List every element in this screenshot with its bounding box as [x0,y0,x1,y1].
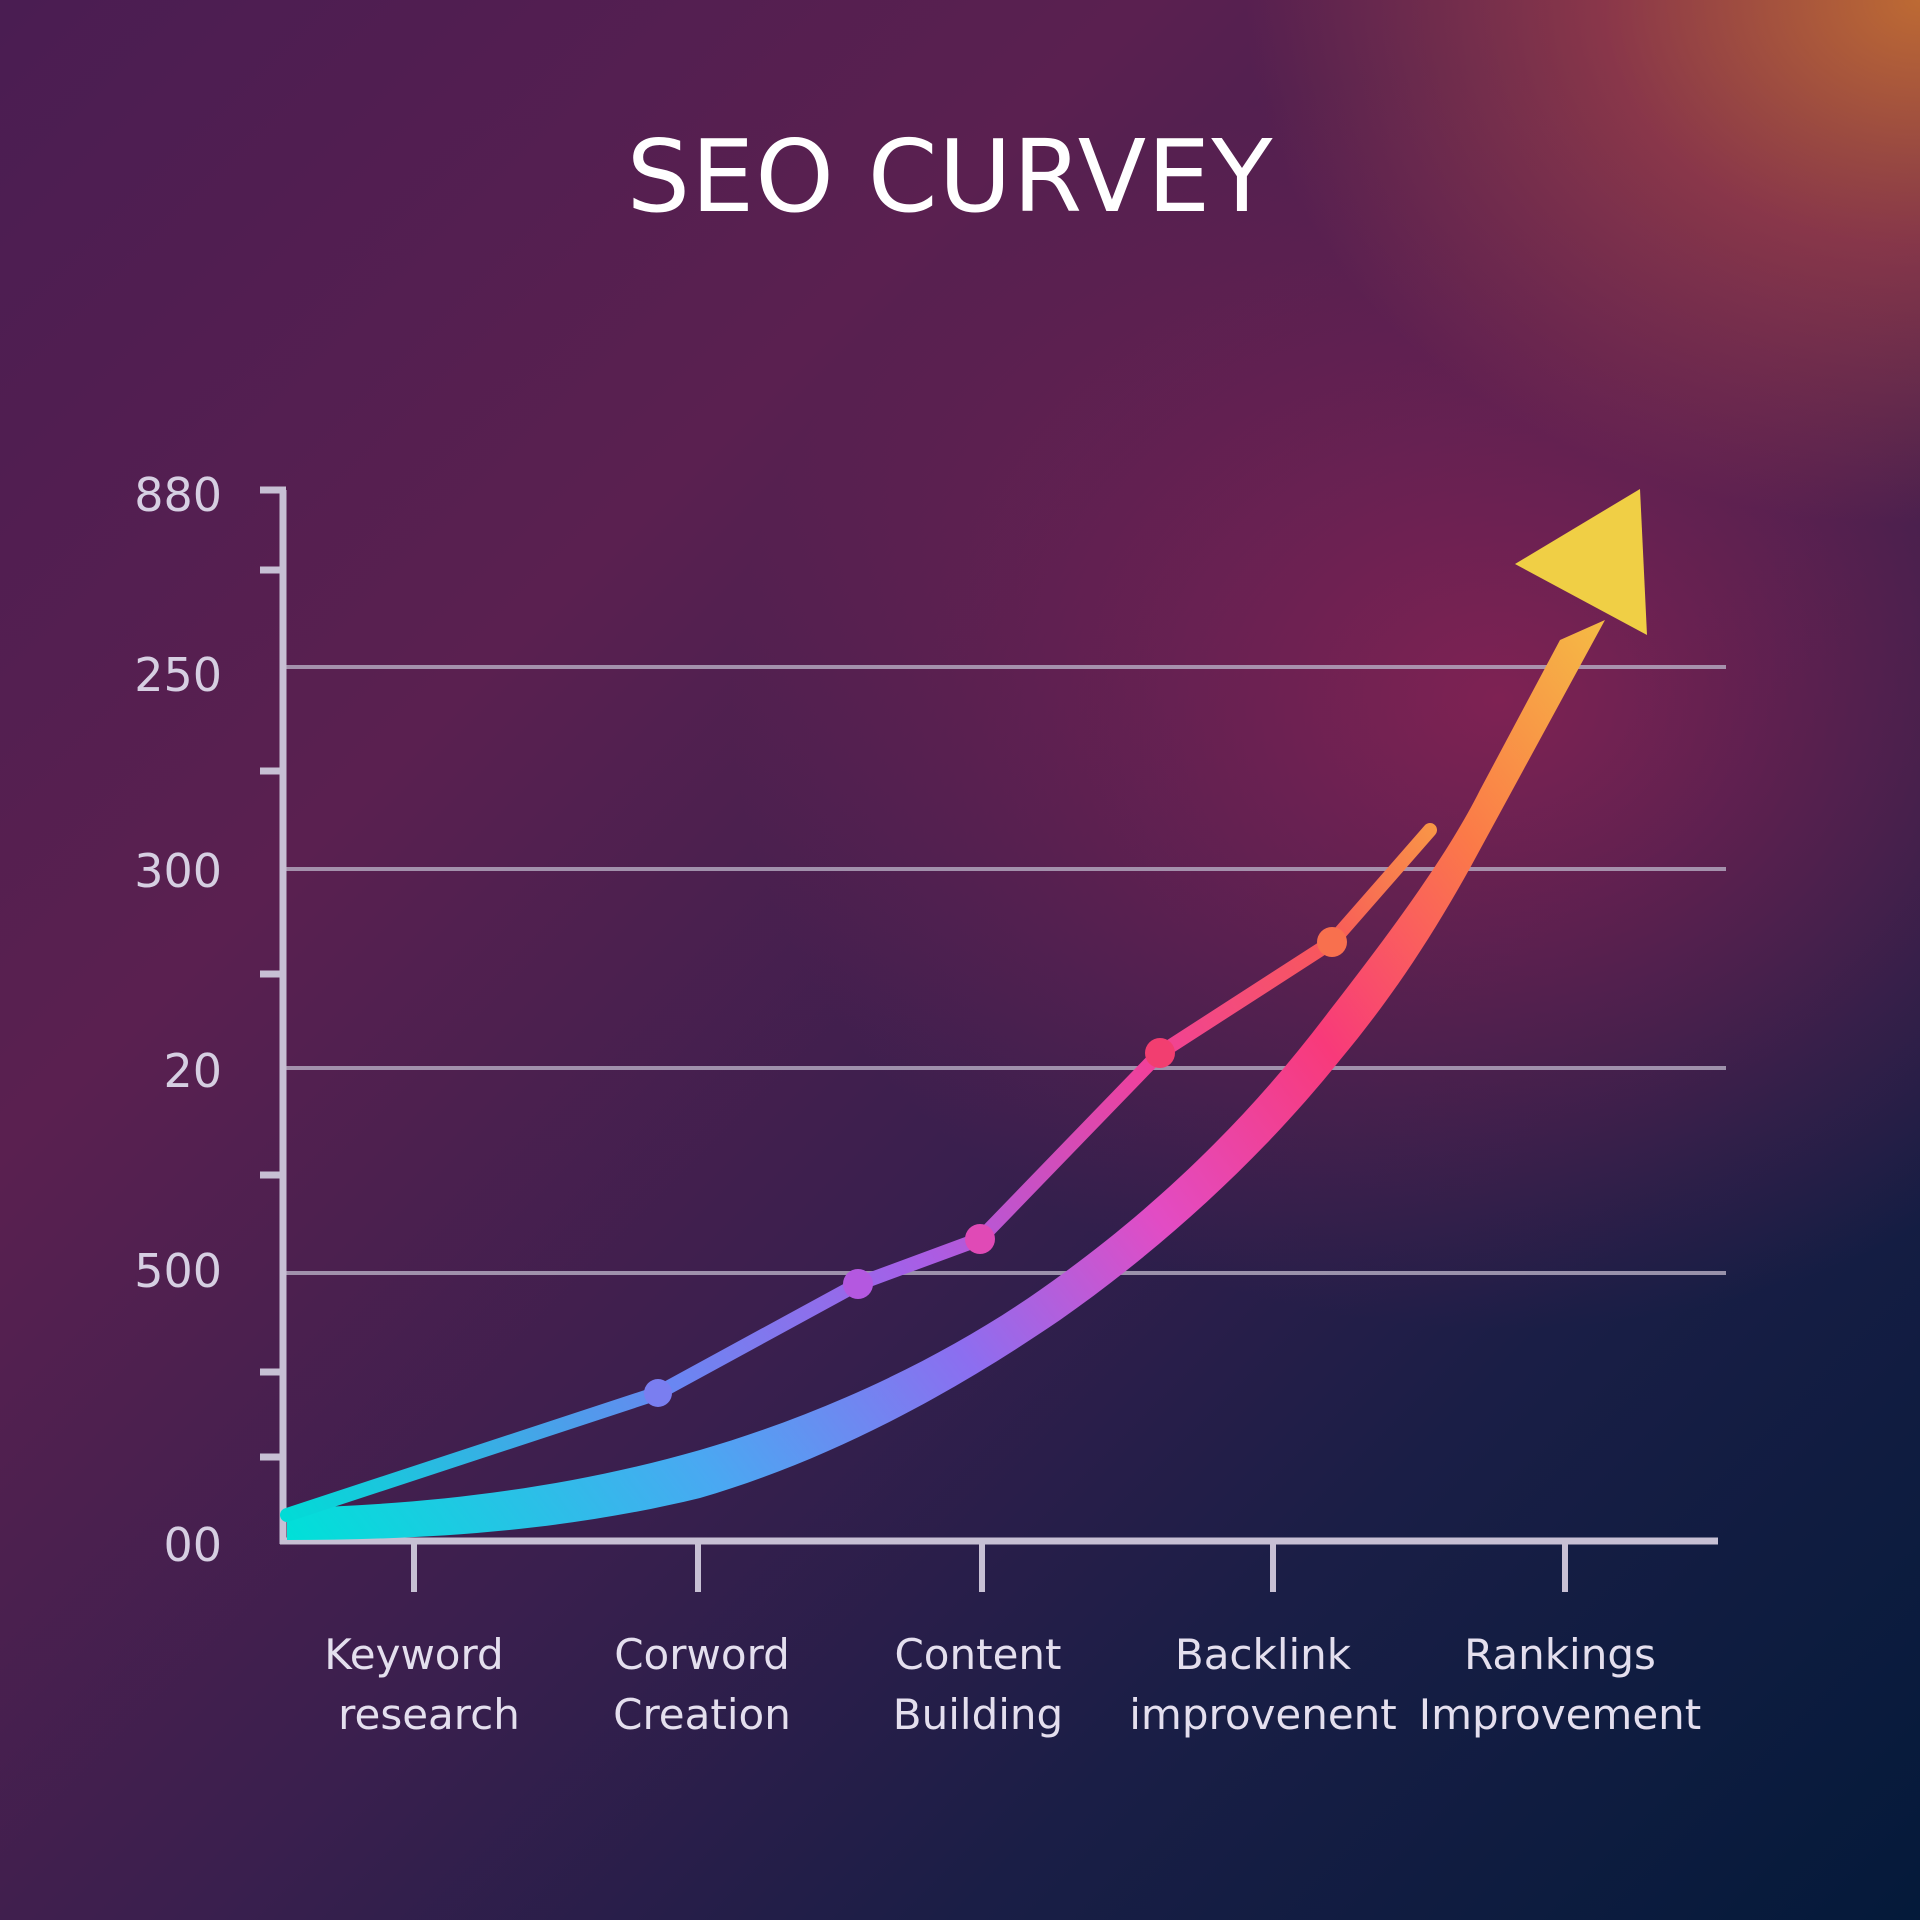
x-label-line1: Content [894,1630,1062,1679]
y-tick-label: 880 [134,468,222,522]
arrowhead-icon [1515,489,1647,635]
x-label-line2: Building [892,1690,1064,1739]
marker-point[interactable] [843,1269,873,1299]
x-tick-label-rankings-improvement: Rankings Improvement [1410,1625,1710,1745]
y-tick-label: 500 [134,1244,222,1298]
marker-point[interactable] [1145,1038,1175,1068]
x-tick-label-keyword-research: Keyword research [264,1625,564,1745]
x-label-line2: Improvement [1418,1690,1702,1739]
x-tick-label-backlink-improvenent: Backlink improvenent [1113,1625,1413,1745]
x-label-line1: Corword [614,1630,790,1679]
chart-title: SEO CURVEY [626,118,1274,235]
y-tick-label: 300 [134,844,222,898]
x-axis [280,1537,1718,1592]
x-tick-label-content-building: Content Building [828,1625,1128,1745]
y-tick-label: 250 [134,648,222,702]
gridlines [283,665,1726,1275]
growth-curve-band [287,620,1605,1540]
marker-point[interactable] [1317,927,1347,957]
y-axis [260,486,287,1544]
marker-point[interactable] [965,1224,995,1254]
milestone-markers [644,927,1347,1407]
y-tick-label: 20 [163,1044,222,1098]
x-label-line2: improvenent [1129,1690,1397,1739]
marker-point[interactable] [644,1379,672,1407]
x-label-line2: research [338,1690,520,1739]
x-label-line2: Creation [613,1690,791,1739]
x-label-line1: Backlink [1174,1630,1352,1679]
y-tick-label: 00 [163,1518,222,1572]
x-label-line1: Rankings [1464,1630,1656,1679]
x-label-line1: Keyword [324,1630,504,1679]
x-tick-label-corword-creation: Corword Creation [552,1625,852,1745]
